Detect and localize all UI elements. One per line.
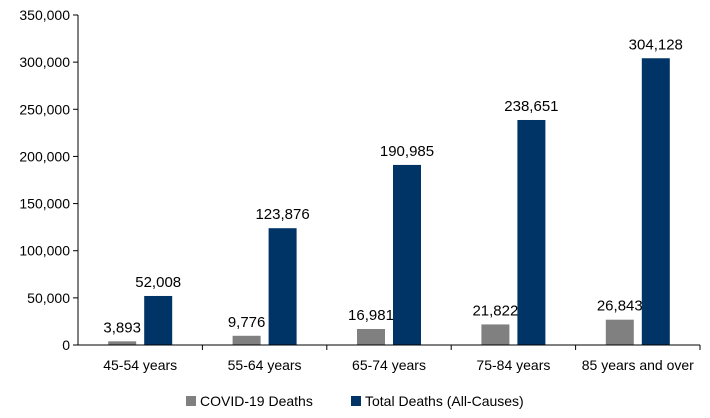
data-label-total: 123,876	[255, 206, 309, 223]
data-label-total: 238,651	[504, 98, 558, 115]
data-label-total: 190,985	[380, 143, 434, 160]
data-label-total: 52,008	[135, 274, 181, 291]
data-label-covid: 21,822	[472, 302, 518, 319]
y-axis: 0 50,000 100,000 150,000 200,000 250,000 300,0…	[19, 7, 79, 353]
legend-swatch-covid	[186, 396, 196, 406]
bar-covid-deaths	[108, 341, 137, 345]
bar-total-deaths	[517, 119, 546, 345]
legend-swatch-total	[351, 396, 361, 406]
y-tick-label: 250,000	[19, 101, 70, 117]
y-tick-label: 100,000	[19, 243, 70, 259]
bar-total-deaths	[268, 228, 297, 345]
bars: 3,893 52,008 9,776 123,876 16,981 190,985 21,8…	[103, 36, 683, 346]
x-tick-label: 85 years and over	[582, 357, 694, 373]
data-label-covid: 26,843	[597, 298, 643, 315]
bar-covid-deaths	[232, 335, 261, 345]
x-tick-label: 65-74 years	[352, 357, 426, 373]
bar-total-deaths	[144, 295, 173, 345]
bar-total-deaths	[393, 164, 421, 345]
y-tick-label: 350,000	[19, 7, 70, 23]
y-tick-label: 150,000	[19, 196, 70, 212]
bar-covid-deaths	[605, 319, 634, 345]
bar-covid-deaths	[481, 324, 510, 345]
y-tick-label: 300,000	[19, 54, 70, 70]
legend-label-total: Total Deaths (All-Causes)	[365, 393, 524, 409]
bar-covid-deaths	[357, 328, 385, 345]
data-label-covid: 3,893	[103, 319, 141, 336]
data-label-total: 304,128	[629, 36, 683, 53]
y-tick-label: 50,000	[27, 290, 70, 306]
y-tick-label: 0	[62, 337, 70, 353]
x-axis: 45-54 years 55-64 years 65-74 years 75-84 y…	[78, 344, 701, 373]
x-tick-label: 55-64 years	[228, 357, 302, 373]
data-label-covid: 9,776	[228, 314, 266, 331]
legend: COVID-19 Deaths Total Deaths (All-Causes)	[186, 393, 524, 409]
y-tick-label: 200,000	[19, 148, 70, 164]
x-tick-label: 75-84 years	[476, 357, 550, 373]
x-tick-label: 45-54 years	[103, 357, 177, 373]
data-label-covid: 16,981	[348, 307, 394, 324]
bar-total-deaths	[641, 58, 670, 346]
legend-label-covid: COVID-19 Deaths	[200, 393, 313, 409]
